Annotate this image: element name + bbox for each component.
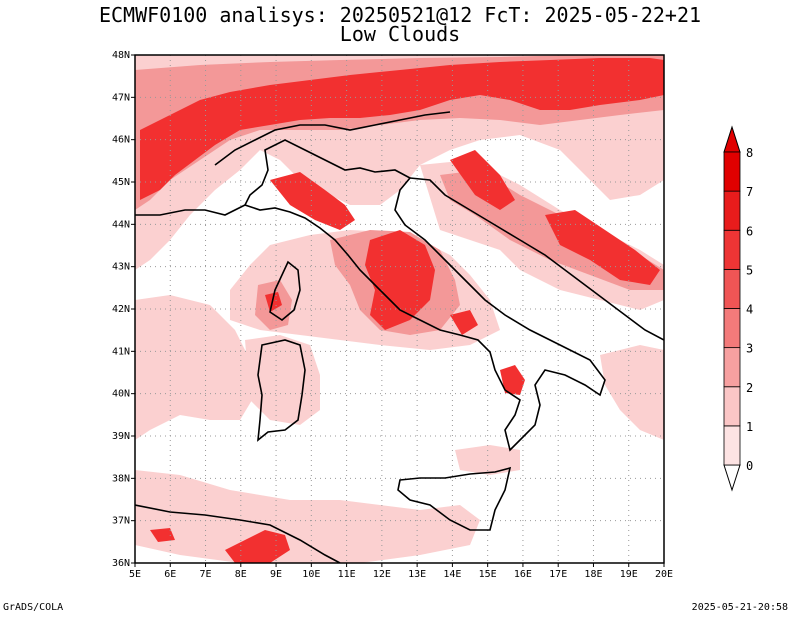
colorbar-label: 3 xyxy=(746,342,753,356)
y-tick-label: 44N xyxy=(112,219,130,230)
x-tick-label: 16E xyxy=(514,569,532,580)
colorbar-label: 6 xyxy=(746,224,753,238)
sardinia-coastline xyxy=(257,339,306,442)
colorbar-label: 8 xyxy=(746,146,753,160)
colorbar-swatch xyxy=(723,425,741,466)
longitude-axis: 5E 6E 7E 8E 9E 10E 11E 12E 13E 14E 15E 16E 17E 18E 19E… xyxy=(129,563,673,580)
x-tick-label: 5E xyxy=(129,569,141,580)
cloud-area-west xyxy=(135,295,255,440)
x-tick-label: 18E xyxy=(584,569,602,580)
france-coast xyxy=(135,204,246,216)
graticule xyxy=(135,55,664,563)
cloud-core-alps xyxy=(140,58,664,200)
cloud-core-southwest xyxy=(150,528,175,542)
y-tick-label: 39N xyxy=(112,431,130,442)
cloud-core-dalmatia xyxy=(545,210,660,285)
colorbar-arrow-bottom xyxy=(723,464,741,492)
colorbar-swatch xyxy=(723,151,741,192)
alpine-border xyxy=(214,111,451,166)
y-tick-label: 47N xyxy=(112,92,130,103)
cloud-core-tunisia xyxy=(225,530,290,563)
x-tick-label: 12E xyxy=(373,569,391,580)
footer-left: GrADS/COLA xyxy=(3,602,64,613)
y-tick-label: 37N xyxy=(112,516,130,527)
colorbar-swatch xyxy=(723,229,741,270)
colorbar-swatch xyxy=(723,347,741,388)
colorbar-label: 1 xyxy=(746,420,753,434)
cloud-core-northwest xyxy=(270,172,355,230)
colorbar-swatch xyxy=(723,268,741,309)
colorbar-swatch xyxy=(723,190,741,231)
cloud-map: 5E 6E 7E 8E 9E 10E 11E 12E 13E 14E 15E 16E 17E 18E 19E… xyxy=(112,50,753,580)
colorbar-label: 2 xyxy=(746,381,753,395)
y-tick-label: 38N xyxy=(112,473,130,484)
sicily-coastline xyxy=(397,466,512,531)
x-tick-label: 17E xyxy=(549,569,567,580)
cloud-core-lazio xyxy=(450,310,478,335)
x-tick-label: 7E xyxy=(200,569,212,580)
y-tick-label: 45N xyxy=(112,177,130,188)
latitude-axis: 48N 47N 46N 45N 44N 43N 42N 41N 40N 39N 38N 37N 36N xyxy=(112,50,135,569)
map-subtitle: Low Clouds xyxy=(339,22,461,46)
y-tick-label: 41N xyxy=(112,346,130,357)
x-tick-label: 13E xyxy=(408,569,426,580)
y-tick-label: 48N xyxy=(112,50,130,61)
x-tick-label: 6E xyxy=(164,569,176,580)
x-tick-label: 19E xyxy=(620,569,638,580)
x-tick-label: 14E xyxy=(443,569,461,580)
colorbar-label: 7 xyxy=(746,185,753,199)
balkan-coastline xyxy=(409,177,664,341)
cloud-area-south xyxy=(135,470,480,563)
cloud-core-calabria xyxy=(500,365,525,395)
footer-timestamp: 2025-05-21-20:58 xyxy=(691,602,788,613)
colorbar-label: 4 xyxy=(746,303,753,317)
y-tick-label: 43N xyxy=(112,262,130,273)
cloud-area-ionian xyxy=(600,345,664,440)
corsica-coastline xyxy=(269,260,301,321)
x-tick-label: 9E xyxy=(270,569,282,580)
cloud-shading xyxy=(135,55,664,563)
y-tick-label: 40N xyxy=(112,389,130,400)
italy-coastline xyxy=(243,139,606,452)
y-tick-label: 46N xyxy=(112,135,130,146)
x-tick-label: 11E xyxy=(338,569,356,580)
x-tick-label: 8E xyxy=(235,569,247,580)
colorbar-swatch xyxy=(723,386,741,427)
cloud-core-croatia xyxy=(450,150,515,210)
x-tick-label: 20E xyxy=(655,569,673,580)
africa-coast xyxy=(135,504,341,563)
coastlines xyxy=(135,111,664,563)
x-tick-label: 15E xyxy=(479,569,497,580)
map-title: ECMWF0100 analisys: 20250521@12 FcT: 202… xyxy=(98,3,702,27)
colorbar: 0 1 2 3 4 5 6 7 8 xyxy=(723,125,753,492)
y-tick-label: 42N xyxy=(112,304,130,315)
colorbar-label: 0 xyxy=(746,459,753,473)
x-tick-label: 10E xyxy=(302,569,320,580)
cloud-core-corsica xyxy=(265,292,282,312)
y-tick-label: 36N xyxy=(112,558,130,569)
colorbar-swatch xyxy=(723,308,741,349)
colorbar-arrow-top xyxy=(723,125,741,153)
colorbar-label: 5 xyxy=(746,263,753,277)
